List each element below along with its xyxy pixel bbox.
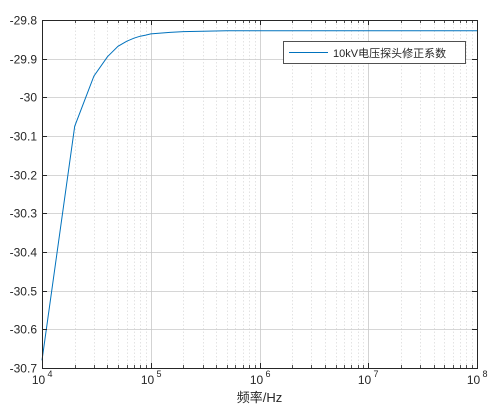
legend: 10kV电压探头修正系数 xyxy=(283,41,466,64)
y-tick-label: -30.2 xyxy=(10,169,38,183)
plot-area xyxy=(42,20,477,368)
y-tick-label: -30.1 xyxy=(10,130,38,144)
tick-marks xyxy=(42,20,478,369)
x-tick-label: 10 xyxy=(467,373,481,387)
x-tick-label-exponent: 4 xyxy=(48,369,53,379)
y-tick-label: -30.3 xyxy=(10,207,38,221)
series-layer xyxy=(41,30,477,361)
y-tick-label: -30.4 xyxy=(10,246,38,260)
legend-entry-label: 10kV电压探头修正系数 xyxy=(333,46,446,60)
y-tick-label: -29.9 xyxy=(10,53,38,67)
series-line xyxy=(41,30,477,361)
y-tick-label: -30.5 xyxy=(10,285,38,299)
x-tick-labels: 10 4 10 5 10 6 10 7 10 8 xyxy=(32,369,488,387)
y-tick-label: -30.7 xyxy=(10,362,38,376)
legend-box xyxy=(283,41,466,64)
x-tick-label-exponent: 8 xyxy=(483,369,488,379)
x-tick-label: 10 xyxy=(32,373,46,387)
y-tick-label: -30 xyxy=(20,91,38,105)
x-tick-label: 10 xyxy=(250,373,264,387)
x-axis-label: 频率/Hz xyxy=(237,390,283,405)
y-tick-label: -30.6 xyxy=(10,323,38,337)
y-tick-label: -29.8 xyxy=(10,14,38,28)
x-tick-label: 10 xyxy=(358,373,372,387)
x-tick-label-exponent: 6 xyxy=(266,369,271,379)
x-tick-label-exponent: 5 xyxy=(157,369,162,379)
x-tick-label-exponent: 7 xyxy=(374,369,379,379)
x-tick-label: 10 xyxy=(141,373,155,387)
grid-lines xyxy=(42,20,477,368)
y-tick-labels: -29.8 -29.9 -30 -30.1 -30.2 -30.3 -30.4 -30.5 -3… xyxy=(10,14,38,376)
